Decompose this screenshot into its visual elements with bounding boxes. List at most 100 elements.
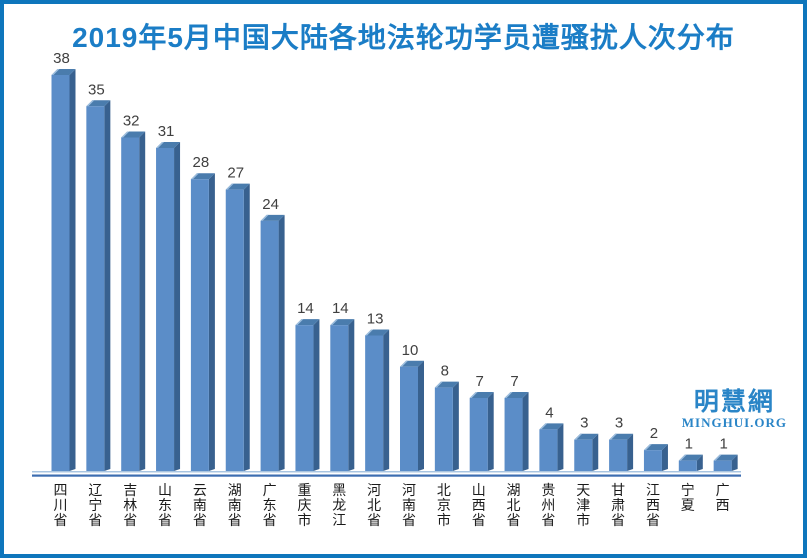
category-char: 北 bbox=[506, 497, 521, 513]
bar-value-label: 13 bbox=[367, 311, 384, 328]
x-axis-category-label: 山东省 bbox=[147, 483, 183, 528]
x-axis-category-label: 广东省 bbox=[252, 483, 288, 528]
category-char: 市 bbox=[576, 512, 591, 528]
x-axis-category-label: 甘肃省 bbox=[600, 483, 636, 528]
bar-value-label: 14 bbox=[332, 300, 349, 317]
bar-front-face bbox=[51, 75, 70, 471]
category-char: 天 bbox=[576, 482, 591, 498]
bar-top-highlight bbox=[121, 131, 130, 138]
watermark-chinese-logo: 明慧網 bbox=[693, 388, 775, 416]
bar-side-face bbox=[592, 433, 599, 471]
bar-front-face bbox=[713, 460, 732, 471]
minghui-watermark: 明慧網 MINGHUI.ORG bbox=[682, 388, 787, 430]
bar-value-label: 28 bbox=[193, 154, 210, 171]
bar-top-highlight bbox=[86, 100, 95, 107]
bar-group: 1 bbox=[713, 436, 738, 471]
bar-value-label: 27 bbox=[227, 165, 244, 182]
bar-side-face bbox=[348, 319, 355, 471]
bar-side-face bbox=[696, 454, 703, 471]
category-char: 广 bbox=[262, 482, 277, 498]
x-axis-category-label: 吉林省 bbox=[112, 483, 148, 528]
x-axis-category-label: 北京市 bbox=[426, 483, 462, 528]
bar-value-label: 1 bbox=[685, 436, 693, 453]
category-char: 省 bbox=[541, 512, 556, 528]
category-char: 津 bbox=[576, 497, 591, 513]
bar-top-highlight bbox=[365, 329, 374, 336]
category-char: 林 bbox=[123, 497, 138, 513]
bar-top-highlight bbox=[295, 319, 304, 326]
x-axis-category-label: 江西省 bbox=[635, 483, 671, 528]
category-char: 夏 bbox=[680, 497, 695, 513]
bar-value-label: 7 bbox=[476, 373, 484, 390]
bar-side-face bbox=[557, 423, 564, 471]
bar-group: 3 bbox=[574, 415, 599, 471]
bar-side-face bbox=[313, 319, 320, 471]
category-char: 辽 bbox=[88, 482, 103, 498]
category-char: 川 bbox=[53, 497, 68, 513]
bar-side-face bbox=[174, 141, 181, 472]
x-axis-line-dark bbox=[32, 474, 741, 477]
x-axis-category-label: 河南省 bbox=[391, 483, 427, 528]
category-char: 山 bbox=[471, 482, 486, 498]
category-char: 省 bbox=[611, 512, 626, 528]
bar-value-label: 31 bbox=[158, 123, 175, 140]
bar-group: 31 bbox=[156, 123, 181, 472]
category-char: 西 bbox=[645, 497, 660, 513]
bar-front-face bbox=[330, 325, 349, 471]
category-char: 四 bbox=[53, 482, 68, 498]
bar-group: 28 bbox=[190, 154, 215, 472]
bar-group: 10 bbox=[400, 342, 424, 471]
bar-front-face bbox=[574, 439, 593, 471]
bar-top-highlight bbox=[574, 433, 583, 440]
category-char: 肃 bbox=[611, 497, 626, 513]
category-char: 南 bbox=[402, 497, 416, 513]
bar-front-face bbox=[539, 429, 558, 471]
bar-group: 7 bbox=[469, 373, 494, 471]
category-char: 省 bbox=[123, 512, 138, 528]
bar-top-highlight bbox=[225, 183, 234, 190]
category-char: 东 bbox=[158, 497, 173, 513]
bar-group: 35 bbox=[86, 81, 111, 472]
category-char: 西 bbox=[471, 497, 486, 513]
bar-value-label: 4 bbox=[545, 404, 553, 421]
bar-top-highlight bbox=[469, 392, 478, 399]
bar-group: 4 bbox=[539, 404, 564, 471]
x-axis-category-label: 辽宁省 bbox=[77, 483, 113, 528]
category-char: 江 bbox=[332, 512, 347, 528]
bar-top-highlight bbox=[678, 454, 687, 461]
bar-side-face bbox=[104, 100, 111, 472]
bar-group: 13 bbox=[365, 311, 390, 471]
category-char: 省 bbox=[402, 512, 416, 528]
x-axis-category-label: 重庆市 bbox=[286, 483, 322, 528]
bar-front-face bbox=[365, 335, 384, 471]
bar-side-face bbox=[522, 392, 529, 471]
category-char: 宁 bbox=[88, 497, 103, 513]
bar-group: 27 bbox=[225, 165, 250, 471]
category-char: 山 bbox=[158, 482, 173, 498]
bar-front-face bbox=[400, 366, 418, 471]
category-char: 江 bbox=[645, 482, 660, 498]
x-axis-category-label: 四川省 bbox=[43, 483, 79, 528]
category-char: 省 bbox=[506, 512, 521, 528]
bar-top-highlight bbox=[643, 444, 652, 451]
category-char: 省 bbox=[227, 512, 242, 528]
bar-value-label: 14 bbox=[297, 300, 314, 317]
bar-group: 24 bbox=[260, 196, 285, 472]
category-char: 市 bbox=[297, 512, 312, 528]
category-char: 西 bbox=[715, 497, 730, 513]
category-char: 龙 bbox=[332, 497, 347, 513]
category-char: 市 bbox=[436, 512, 451, 528]
bar-value-label: 3 bbox=[580, 415, 588, 432]
x-axis-category-label: 广西 bbox=[705, 483, 741, 513]
bar-top-highlight bbox=[260, 214, 269, 221]
bar-front-face bbox=[643, 450, 662, 471]
bar-group: 38 bbox=[51, 50, 76, 471]
x-axis-category-label: 山西省 bbox=[461, 483, 497, 528]
bar-value-label: 2 bbox=[650, 425, 658, 442]
category-char: 宁 bbox=[680, 482, 695, 498]
category-char: 省 bbox=[471, 512, 486, 528]
x-axis-category-label: 宁夏 bbox=[670, 483, 706, 513]
bar-group: 32 bbox=[121, 113, 146, 471]
category-char: 广 bbox=[715, 482, 730, 498]
bar-side-face bbox=[383, 329, 390, 471]
